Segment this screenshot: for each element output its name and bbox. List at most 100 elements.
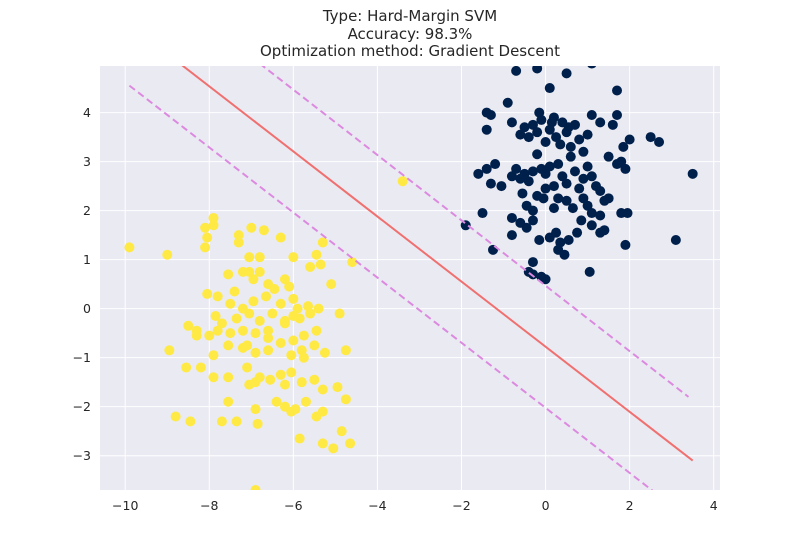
point-negative-101 — [170, 411, 181, 422]
point-negative-79 — [223, 372, 234, 383]
point-positive-7 — [485, 110, 496, 121]
point-positive-47 — [490, 159, 501, 170]
point-positive-26 — [578, 146, 589, 157]
point-negative-63 — [298, 330, 309, 341]
point-positive-103 — [622, 208, 633, 219]
point-positive-70 — [595, 185, 606, 196]
point-positive-106 — [553, 244, 564, 255]
point-negative-74 — [319, 347, 330, 358]
point-negative-2 — [162, 249, 173, 260]
point-negative-61 — [275, 337, 286, 348]
point-positive-58 — [544, 161, 555, 172]
point-positive-98 — [572, 227, 583, 238]
point-positive-5 — [612, 85, 623, 96]
point-negative-66 — [208, 350, 219, 361]
point-positive-91 — [521, 222, 532, 233]
point-positive-43 — [612, 159, 623, 170]
point-positive-28 — [586, 110, 597, 121]
point-negative-25 — [279, 274, 290, 285]
point-positive-1 — [532, 66, 543, 74]
point-positive-20 — [551, 132, 562, 143]
title-line-optimization: Optimization method: Gradient Descent — [260, 42, 560, 60]
point-negative-105 — [252, 418, 263, 429]
point-positive-115 — [538, 193, 549, 204]
margin-lower-line — [128, 84, 654, 490]
point-negative-49 — [267, 308, 278, 319]
point-negative-18 — [347, 257, 358, 268]
x-tick-label-0: −10 — [112, 498, 138, 513]
point-negative-103 — [216, 416, 227, 427]
point-negative-4 — [200, 222, 211, 233]
point-positive-80 — [521, 200, 532, 211]
point-positive-72 — [548, 203, 559, 214]
point-negative-47 — [244, 308, 255, 319]
point-negative-88 — [332, 382, 343, 393]
point-negative-15 — [288, 252, 299, 263]
point-negative-39 — [288, 293, 299, 304]
point-negative-118 — [288, 310, 299, 321]
x-tick-label-5: 0 — [542, 498, 550, 513]
point-positive-67 — [582, 161, 593, 172]
point-negative-76 — [181, 362, 192, 373]
point-positive-108 — [687, 168, 698, 179]
point-negative-57 — [225, 328, 236, 339]
point-positive-13 — [527, 119, 538, 130]
point-positive-99 — [586, 220, 597, 231]
point-negative-22 — [237, 266, 248, 277]
point-negative-110 — [336, 426, 347, 437]
point-positive-30 — [607, 119, 618, 130]
point-positive-104 — [620, 239, 631, 250]
point-negative-46 — [231, 313, 242, 324]
point-negative-87 — [317, 384, 328, 395]
point-positive-75 — [578, 193, 589, 204]
point-positive-62 — [561, 178, 572, 189]
point-negative-117 — [191, 330, 202, 341]
point-negative-92 — [223, 396, 234, 407]
x-tick-label-1: −8 — [200, 498, 218, 513]
point-negative-9 — [233, 237, 244, 248]
point-positive-33 — [563, 122, 574, 133]
point-negative-31 — [229, 286, 240, 297]
point-negative-83 — [275, 369, 286, 380]
point-negative-55 — [204, 330, 215, 341]
point-negative-114 — [298, 352, 309, 363]
point-negative-93 — [250, 404, 261, 415]
point-positive-40 — [603, 151, 614, 162]
margin-upper-line — [261, 66, 690, 398]
point-negative-5 — [208, 220, 219, 231]
point-negative-32 — [202, 288, 213, 299]
point-positive-16 — [536, 114, 547, 125]
point-positive-8 — [502, 97, 513, 108]
point-positive-117 — [576, 215, 587, 226]
point-positive-35 — [555, 139, 566, 150]
point-positive-3 — [587, 66, 597, 69]
point-negative-71 — [286, 350, 297, 361]
y-tick-label-4: 1 — [83, 252, 91, 267]
point-positive-55 — [532, 149, 543, 160]
point-positive-66 — [578, 173, 589, 184]
point-negative-90 — [244, 379, 255, 390]
point-positive-76 — [582, 200, 593, 211]
point-positive-81 — [517, 188, 528, 199]
point-negative-58 — [237, 325, 248, 336]
point-negative-69 — [250, 347, 261, 358]
point-negative-45 — [216, 318, 227, 329]
point-positive-11 — [519, 122, 530, 133]
point-positive-29 — [595, 117, 606, 128]
point-negative-1 — [124, 242, 135, 253]
point-positive-34 — [546, 117, 557, 128]
point-negative-91 — [279, 379, 290, 390]
point-negative-104 — [231, 416, 242, 427]
point-positive-60 — [553, 159, 564, 170]
point-negative-97 — [300, 396, 311, 407]
point-positive-85 — [477, 208, 488, 219]
point-negative-85 — [296, 377, 307, 388]
point-positive-61 — [557, 171, 568, 182]
point-positive-90 — [506, 230, 517, 241]
point-negative-33 — [212, 291, 223, 302]
point-positive-87 — [506, 212, 517, 223]
y-tick-label-7: 4 — [83, 105, 91, 120]
point-negative-75 — [340, 345, 351, 356]
point-positive-52 — [519, 168, 530, 179]
